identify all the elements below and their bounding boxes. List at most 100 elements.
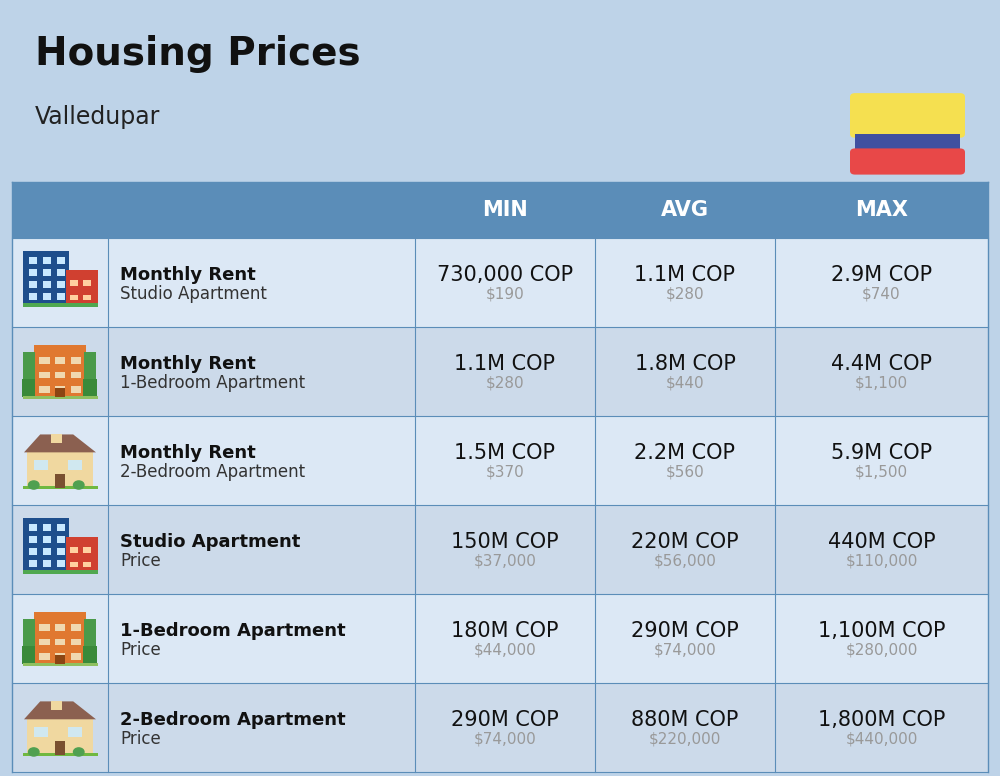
FancyBboxPatch shape	[850, 93, 965, 138]
FancyBboxPatch shape	[70, 280, 78, 286]
Text: 2.2M COP: 2.2M COP	[635, 442, 736, 462]
FancyBboxPatch shape	[22, 251, 69, 305]
FancyBboxPatch shape	[84, 352, 96, 381]
Text: 1,800M COP: 1,800M COP	[818, 709, 945, 729]
Text: 1-Bedroom Apartment: 1-Bedroom Apartment	[120, 374, 305, 393]
FancyBboxPatch shape	[43, 293, 51, 300]
FancyBboxPatch shape	[66, 537, 98, 572]
FancyBboxPatch shape	[70, 386, 81, 393]
FancyBboxPatch shape	[29, 293, 37, 300]
Text: 1-Bedroom Apartment: 1-Bedroom Apartment	[120, 622, 346, 639]
FancyBboxPatch shape	[57, 536, 65, 542]
FancyBboxPatch shape	[57, 257, 65, 264]
Text: $1,100: $1,100	[855, 376, 908, 391]
FancyBboxPatch shape	[55, 639, 65, 646]
Text: 4.4M COP: 4.4M COP	[831, 354, 932, 374]
FancyBboxPatch shape	[55, 372, 65, 379]
FancyBboxPatch shape	[12, 238, 988, 327]
Text: 440M COP: 440M COP	[828, 532, 935, 552]
FancyBboxPatch shape	[51, 435, 62, 443]
FancyBboxPatch shape	[22, 646, 35, 664]
FancyBboxPatch shape	[29, 548, 37, 555]
FancyBboxPatch shape	[12, 416, 988, 505]
FancyBboxPatch shape	[83, 379, 97, 397]
FancyBboxPatch shape	[68, 460, 82, 470]
Text: $280: $280	[486, 376, 524, 391]
FancyBboxPatch shape	[22, 753, 98, 756]
FancyBboxPatch shape	[12, 594, 988, 683]
FancyBboxPatch shape	[57, 269, 65, 275]
FancyBboxPatch shape	[22, 352, 34, 381]
FancyBboxPatch shape	[55, 624, 65, 631]
Text: $190: $190	[486, 287, 524, 302]
FancyBboxPatch shape	[43, 560, 51, 566]
Text: Housing Prices: Housing Prices	[35, 35, 361, 73]
Text: Monthly Rent: Monthly Rent	[120, 355, 256, 372]
FancyBboxPatch shape	[51, 702, 62, 710]
Text: $56,000: $56,000	[654, 554, 716, 569]
FancyBboxPatch shape	[57, 524, 65, 531]
Text: Studio Apartment: Studio Apartment	[120, 286, 267, 303]
FancyBboxPatch shape	[83, 280, 91, 286]
FancyBboxPatch shape	[34, 727, 48, 737]
FancyBboxPatch shape	[57, 548, 65, 555]
FancyBboxPatch shape	[57, 281, 65, 288]
Text: $440: $440	[666, 376, 704, 391]
Polygon shape	[24, 435, 96, 452]
FancyBboxPatch shape	[29, 269, 37, 275]
FancyBboxPatch shape	[55, 386, 65, 393]
FancyBboxPatch shape	[22, 619, 34, 648]
FancyBboxPatch shape	[55, 741, 65, 754]
Text: 1.1M COP: 1.1M COP	[454, 354, 556, 374]
FancyBboxPatch shape	[39, 372, 50, 379]
Text: $1,500: $1,500	[855, 465, 908, 480]
FancyBboxPatch shape	[55, 357, 65, 364]
FancyBboxPatch shape	[855, 133, 960, 152]
Text: 180M COP: 180M COP	[451, 621, 559, 641]
FancyBboxPatch shape	[70, 653, 81, 660]
Text: AVG: AVG	[661, 200, 709, 220]
FancyBboxPatch shape	[70, 562, 78, 566]
FancyBboxPatch shape	[83, 547, 91, 553]
Text: 730,000 COP: 730,000 COP	[437, 265, 573, 285]
FancyBboxPatch shape	[55, 388, 65, 397]
FancyBboxPatch shape	[22, 303, 98, 307]
Text: Monthly Rent: Monthly Rent	[120, 265, 256, 284]
Polygon shape	[24, 702, 96, 719]
Text: Price: Price	[120, 730, 161, 748]
Text: 2.9M COP: 2.9M COP	[831, 265, 932, 285]
FancyBboxPatch shape	[70, 357, 81, 364]
Text: MIN: MIN	[482, 200, 528, 220]
FancyBboxPatch shape	[12, 327, 988, 416]
Text: $74,000: $74,000	[474, 732, 536, 747]
FancyBboxPatch shape	[29, 257, 37, 264]
Text: 1,100M COP: 1,100M COP	[818, 621, 945, 641]
FancyBboxPatch shape	[66, 270, 98, 305]
Text: Studio Apartment: Studio Apartment	[120, 532, 300, 551]
FancyBboxPatch shape	[34, 345, 86, 397]
FancyBboxPatch shape	[57, 293, 65, 300]
FancyBboxPatch shape	[39, 624, 50, 631]
FancyBboxPatch shape	[70, 639, 81, 646]
FancyBboxPatch shape	[22, 570, 98, 574]
FancyBboxPatch shape	[850, 148, 965, 175]
FancyBboxPatch shape	[39, 386, 50, 393]
FancyBboxPatch shape	[43, 524, 51, 531]
Text: 290M COP: 290M COP	[631, 621, 739, 641]
FancyBboxPatch shape	[70, 372, 81, 379]
FancyBboxPatch shape	[29, 560, 37, 566]
FancyBboxPatch shape	[27, 719, 93, 754]
FancyBboxPatch shape	[83, 295, 91, 300]
Text: Price: Price	[120, 553, 161, 570]
Text: $370: $370	[486, 465, 524, 480]
FancyBboxPatch shape	[22, 396, 98, 399]
FancyBboxPatch shape	[39, 653, 50, 660]
FancyBboxPatch shape	[27, 452, 93, 487]
FancyBboxPatch shape	[12, 182, 988, 238]
FancyBboxPatch shape	[34, 460, 48, 470]
Text: $560: $560	[666, 465, 704, 480]
FancyBboxPatch shape	[12, 683, 988, 772]
Text: Price: Price	[120, 641, 161, 660]
FancyBboxPatch shape	[12, 505, 988, 594]
FancyBboxPatch shape	[57, 560, 65, 566]
